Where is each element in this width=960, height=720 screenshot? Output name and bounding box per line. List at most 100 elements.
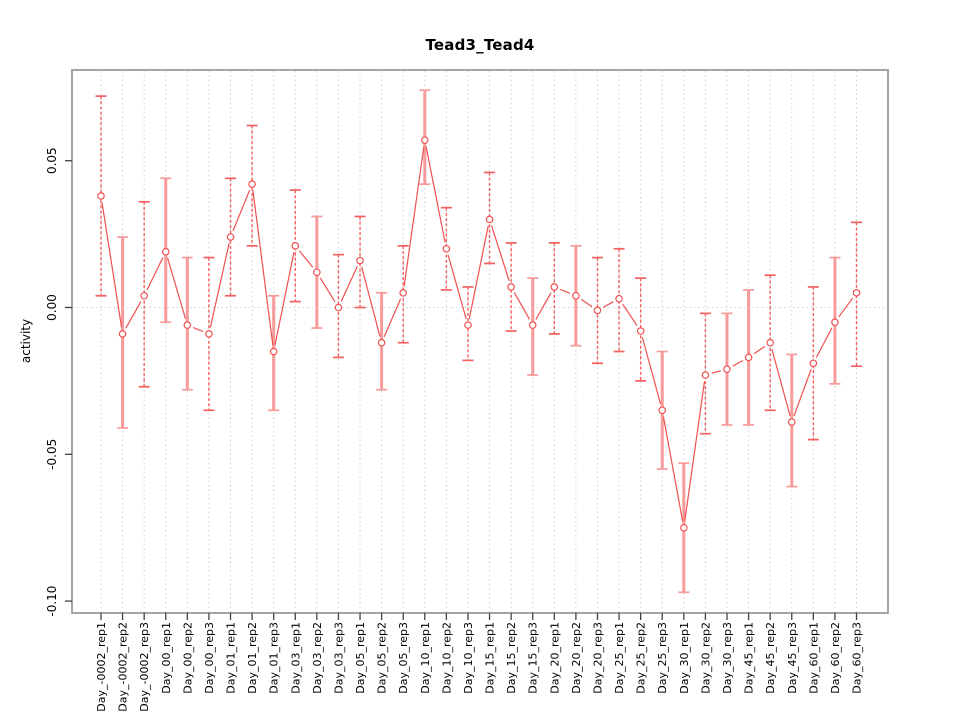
series-line-segment: [815, 327, 833, 358]
series-line-segment: [560, 288, 571, 294]
data-point-marker: [572, 291, 580, 300]
data-point-marker: [399, 289, 408, 297]
data-point-marker: [118, 330, 127, 338]
data-point-marker: [420, 136, 429, 144]
series-line-segment: [101, 202, 123, 328]
series-line-segment: [146, 257, 164, 291]
data-point-marker: [528, 321, 537, 329]
data-point-marker: [701, 371, 710, 379]
x-tick-label: Day_05_rep1: [354, 622, 367, 694]
data-point-marker: [464, 321, 472, 329]
series-line-segment: [209, 243, 230, 328]
series-line-segment: [684, 381, 706, 522]
series-line-segment: [274, 252, 295, 346]
series-line-segment: [662, 416, 684, 522]
x-tick-label: Day_60_rep1: [807, 622, 820, 694]
series-line-segment: [622, 303, 638, 326]
data-point-marker: [183, 321, 192, 329]
x-tick-label: Day_05_rep3: [397, 622, 410, 694]
plot-border: [71, 69, 889, 614]
x-tick-label: Day_45_rep1: [743, 622, 756, 694]
data-point-marker: [269, 347, 278, 356]
data-point-marker: [356, 256, 364, 265]
x-tick-label: Day_00_rep3: [203, 622, 216, 694]
x-tick-label: Day_45_rep3: [786, 622, 799, 694]
x-tick-label: Day_03_rep2: [311, 622, 324, 694]
series-line-segment: [361, 266, 381, 337]
series-line-segment: [771, 348, 791, 416]
x-tick-label: Day_25_rep2: [635, 622, 648, 694]
data-point-marker: [723, 365, 731, 373]
x-tick-label: Day_01_rep1: [225, 622, 238, 694]
y-tick-label: 0.05: [45, 147, 59, 174]
y-tick-label: 0.00: [45, 294, 59, 321]
y-tick-label: -0.10: [45, 586, 59, 617]
x-tick-label: Day_05_rep2: [376, 622, 389, 694]
data-point-marker: [550, 283, 559, 291]
data-point-marker: [507, 283, 515, 291]
series-line-segment: [490, 225, 510, 281]
x-tick-label: Day_60_rep2: [829, 622, 842, 694]
x-tick-label: Day_20_rep1: [548, 622, 561, 694]
series-line-segment: [383, 298, 402, 338]
series-line-segment: [793, 369, 812, 417]
data-point-marker: [485, 215, 494, 224]
series-line-segment: [252, 190, 274, 346]
series-line-segment: [403, 146, 425, 287]
x-tick-label: Day_10_rep2: [440, 622, 453, 694]
x-tick-label: Day_15_rep2: [505, 622, 518, 694]
series-line-segment: [298, 250, 314, 268]
x-tick-label: Day_-0002_rep3: [138, 622, 151, 712]
x-tick-label: Day_03_rep3: [332, 622, 345, 694]
data-point-marker: [291, 242, 300, 250]
x-tick-label: Day_60_rep3: [851, 622, 864, 694]
series-line-segment: [193, 327, 204, 333]
x-tick-label: Day_10_rep3: [462, 622, 475, 694]
x-tick-label: Day_30_rep1: [678, 622, 691, 694]
data-point-marker: [161, 247, 170, 256]
x-tick-label: Day_03_rep1: [289, 622, 302, 694]
data-point-marker: [615, 294, 623, 303]
data-point-marker: [334, 303, 343, 312]
series-line-segment: [319, 277, 336, 303]
x-tick-label: Day_00_rep1: [160, 622, 173, 694]
series-line-segment: [602, 301, 614, 308]
data-point-marker: [377, 338, 386, 347]
data-point-marker: [852, 289, 861, 297]
series-line-segment: [513, 292, 531, 320]
x-tick-label: Day_-0002_rep2: [117, 622, 130, 712]
data-point-marker: [97, 192, 105, 200]
series-line-segment: [125, 301, 142, 329]
series-line-segment: [732, 359, 744, 367]
series-line-segment: [447, 254, 467, 320]
data-point-marker: [593, 306, 602, 315]
x-tick-label: Day_30_rep2: [699, 622, 712, 694]
x-tick-label: Day_25_rep1: [613, 622, 626, 694]
x-tick-label: Day_00_rep2: [181, 622, 194, 694]
series-line-segment: [340, 266, 358, 302]
x-tick-label: Day_30_rep3: [721, 622, 734, 694]
x-tick-label: Day_01_rep3: [268, 622, 281, 694]
data-point-marker: [205, 330, 213, 338]
series-line-segment: [838, 297, 854, 318]
series-line-segment: [425, 146, 446, 243]
x-tick-label: Day_20_rep2: [570, 622, 583, 694]
series-line-segment: [580, 298, 593, 308]
data-point-marker: [636, 327, 645, 335]
x-tick-label: Day_10_rep1: [419, 622, 432, 694]
series-line-segment: [468, 225, 489, 319]
x-tick-label: Day_-0002_rep1: [95, 622, 108, 712]
series-line-segment: [167, 257, 187, 320]
data-point-marker: [248, 180, 256, 188]
data-point-marker: [766, 338, 774, 347]
x-tick-label: Day_45_rep2: [764, 622, 777, 694]
series-line-segment: [711, 370, 721, 374]
data-point-marker: [831, 318, 839, 326]
data-point-marker: [809, 359, 818, 368]
data-point-marker: [442, 244, 451, 253]
series-line-segment: [753, 345, 766, 355]
x-tick-label: Day_01_rep2: [246, 622, 259, 694]
data-point-marker: [226, 233, 235, 241]
